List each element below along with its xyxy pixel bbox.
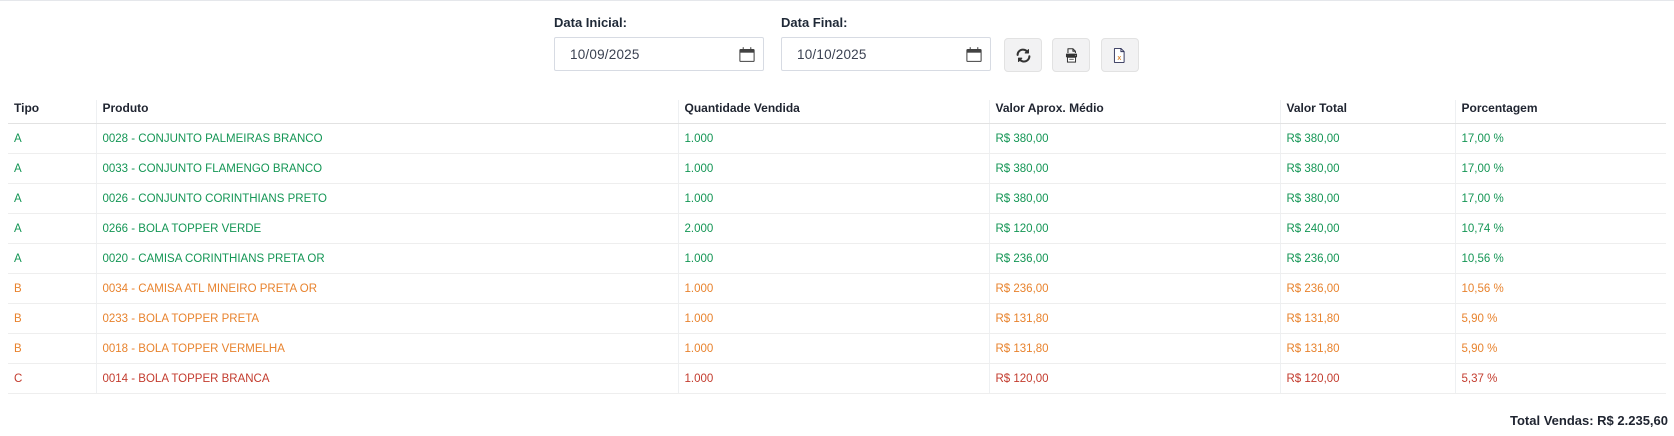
svg-text:X: X <box>1118 55 1122 61</box>
